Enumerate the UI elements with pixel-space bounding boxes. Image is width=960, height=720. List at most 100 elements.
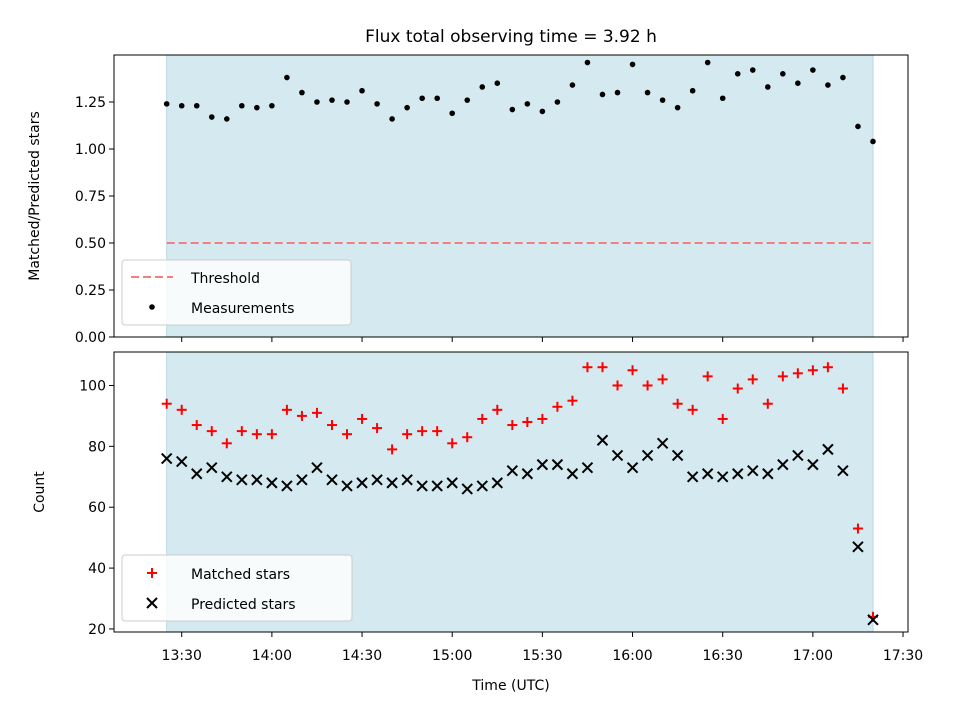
predicted-star-point <box>266 477 278 489</box>
x-marker-stroke <box>326 474 338 486</box>
x-marker-stroke <box>792 449 804 462</box>
predicted-star-point <box>536 458 549 471</box>
matched-star-point <box>507 420 518 431</box>
count-panel: 20 40 60 80 100 13:30 14:00 14:30 15:00 15:30 16:0… <box>32 351 923 694</box>
measurement-point <box>689 87 696 94</box>
x-marker-stroke <box>401 474 413 486</box>
measurement-point <box>344 99 350 105</box>
measurement-point <box>719 95 726 102</box>
measurement-point <box>163 101 170 107</box>
x-tick-label: 14:00 <box>252 648 292 664</box>
predicted-star-point <box>236 474 248 486</box>
matched-star-point <box>281 404 292 415</box>
y-tick-label: 80 <box>88 439 106 455</box>
x-marker-stroke <box>491 477 504 489</box>
measurement-point <box>359 87 365 94</box>
matched-star-point <box>627 365 638 376</box>
y-tick-label: 100 <box>79 378 106 394</box>
measurement-point <box>509 106 516 113</box>
x-marker-stroke <box>777 458 789 471</box>
matched-star-point <box>372 423 383 434</box>
measurement-point <box>569 82 576 88</box>
measurement-point <box>704 59 711 66</box>
predicted-star-point <box>777 458 789 471</box>
predicted-star-point <box>717 471 729 483</box>
measurement-point <box>584 59 591 66</box>
predicted-star-point <box>506 464 519 477</box>
measurement-point <box>239 102 245 109</box>
legend-measurements-swatch <box>149 304 155 310</box>
predicted-star-point <box>747 464 759 477</box>
matched-star-point <box>642 380 653 391</box>
predicted-star-point <box>807 458 819 471</box>
measurement-point <box>780 71 786 77</box>
measurement-point <box>254 104 260 111</box>
x-marker-stroke <box>296 474 308 486</box>
predicted-star-point <box>176 455 188 468</box>
matched-star-point <box>612 380 623 391</box>
predicted-star-point <box>341 480 353 492</box>
measurement-point <box>599 91 606 98</box>
matched-star-point <box>251 429 262 440</box>
predicted-star-point <box>311 461 323 474</box>
measurement-point <box>208 114 215 120</box>
x-tick-label: 17:00 <box>793 648 833 664</box>
matched-star-point <box>567 395 578 406</box>
matched-star-point <box>176 404 187 415</box>
x-marker-stroke <box>461 483 473 495</box>
predicted-star-point <box>401 474 413 486</box>
measurement-point <box>524 101 531 107</box>
measurement-point <box>659 97 666 103</box>
matched-star-point <box>732 383 743 394</box>
x-tick-label: 16:30 <box>703 648 743 664</box>
legend-predicted-label: Predicted stars <box>191 597 296 613</box>
matched-star-point <box>477 413 488 424</box>
predicted-star-point <box>431 480 443 492</box>
y-tick-label: 20 <box>88 622 106 638</box>
axes-frame <box>113 351 909 633</box>
matched-star-point <box>537 413 548 424</box>
x-marker-stroke <box>596 434 609 446</box>
predicted-star-point <box>837 464 849 477</box>
matched-star-point <box>161 398 172 409</box>
measurement-point <box>494 80 501 86</box>
matched-star-point <box>236 426 247 437</box>
x-marker-stroke <box>686 471 699 483</box>
legend-matched-label: Matched stars <box>191 567 290 583</box>
matched-star-point <box>432 426 443 437</box>
predicted-star-point <box>732 468 744 480</box>
measurement-point <box>449 110 456 117</box>
matched-star-point <box>657 374 668 385</box>
predicted-star-point <box>701 468 714 480</box>
matched-star-point <box>672 398 683 409</box>
matched-star-point <box>402 429 413 440</box>
matched-star-point <box>552 401 563 412</box>
y-tick-label: 1.25 <box>75 95 106 111</box>
measurement-point <box>764 84 771 90</box>
measurement-point <box>749 67 756 73</box>
x-tick-label: 14:30 <box>342 648 382 664</box>
matched-star-point <box>807 365 818 376</box>
matched-star-point <box>462 432 473 443</box>
x-marker-stroke <box>867 614 879 626</box>
x-marker-stroke <box>641 449 654 462</box>
measurement-point <box>629 61 636 68</box>
matched-star-point <box>522 417 533 427</box>
predicted-star-point <box>461 483 473 495</box>
predicted-star-point <box>626 461 639 474</box>
predicted-star-point <box>446 477 458 489</box>
predicted-star-point <box>191 468 203 480</box>
predicted-star-point <box>521 468 534 480</box>
x-marker-stroke <box>176 455 188 468</box>
measurement-point <box>539 108 546 115</box>
measurement-point <box>855 123 861 130</box>
predicted-star-point <box>356 477 368 489</box>
predicted-star-point <box>596 434 609 446</box>
x-marker-stroke <box>371 474 383 486</box>
predicted-star-point <box>566 468 579 480</box>
measurement-point <box>329 97 335 103</box>
x-marker-stroke <box>521 468 534 480</box>
measurement-point <box>554 99 561 105</box>
legend-box <box>121 259 352 326</box>
matched-star-point <box>326 420 337 431</box>
